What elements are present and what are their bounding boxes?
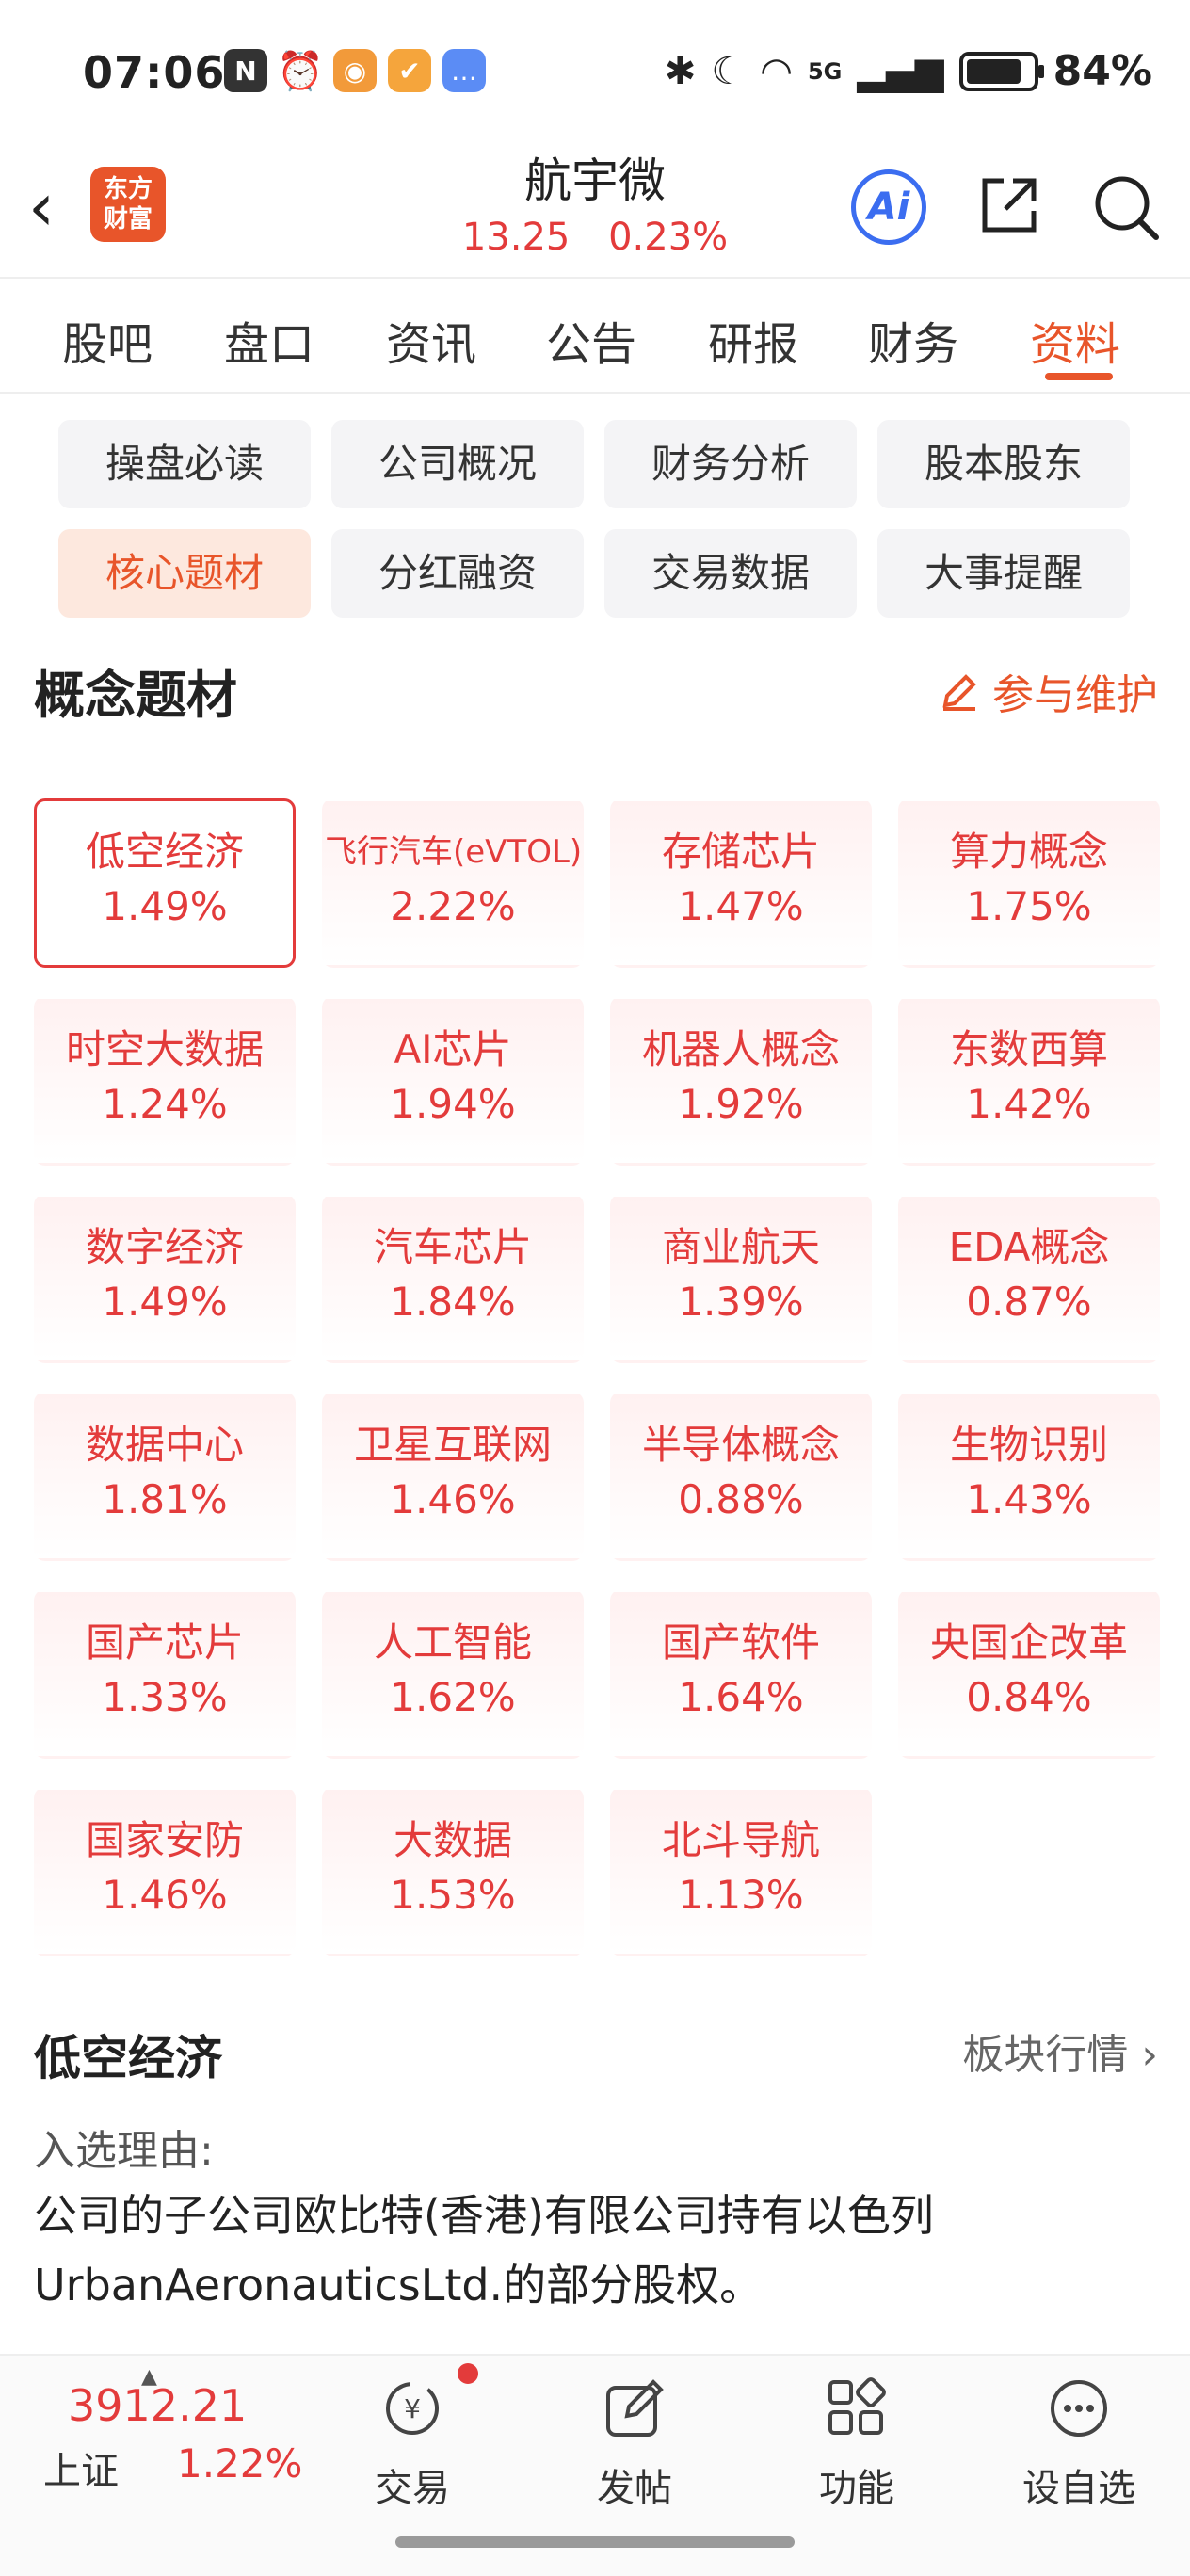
- app-logo[interactable]: 东方 财富: [90, 167, 166, 242]
- main-tabs: 股吧 盘口 资讯 公告 研报 财务 资料: [0, 279, 1190, 394]
- stock-name: 航宇微: [524, 153, 666, 208]
- nav-trade[interactable]: ¥ 交易: [318, 2375, 507, 2512]
- chevron-right-icon: ›: [1141, 2031, 1158, 2079]
- concept-card[interactable]: 卫星互联网 1.46%: [322, 1392, 584, 1561]
- app-header: ‹ 东方 财富 航宇微 13.25 0.23% Ai: [0, 151, 1190, 279]
- concept-card[interactable]: 东数西算 1.42%: [898, 996, 1160, 1166]
- concept-card[interactable]: 国产芯片 1.33%: [34, 1589, 296, 1759]
- svg-text:¥: ¥: [404, 2393, 421, 2424]
- concept-card[interactable]: 飞行汽车(eVTOL) 2.22%: [322, 798, 584, 968]
- maintain-button[interactable]: 参与维护: [938, 661, 1158, 721]
- home-indicator[interactable]: [395, 2536, 795, 2548]
- concept-card[interactable]: 汽车芯片 1.84%: [322, 1194, 584, 1363]
- moon-icon: ☾: [711, 49, 746, 93]
- reason-text: 公司的子公司欧比特(香港)有限公司持有以色列UrbanAeronauticsLt…: [34, 2190, 934, 2310]
- tab-pankou[interactable]: 盘口: [224, 318, 315, 371]
- section-title: 概念题材: [34, 666, 237, 725]
- notification-icons: N ⏰ ◉ ✔ …: [224, 49, 486, 93]
- stock-quote: 13.25 0.23%: [0, 211, 1190, 264]
- tab-announcements[interactable]: 公告: [546, 318, 637, 371]
- app-notification-icon: ◉: [333, 49, 377, 92]
- status-time: 07:06: [83, 47, 226, 98]
- more-icon: [1051, 2380, 1107, 2437]
- tab-guba[interactable]: 股吧: [62, 318, 153, 371]
- ai-assistant-icon[interactable]: Ai: [851, 169, 926, 245]
- selected-concept-title: 低空经济: [34, 2031, 222, 2085]
- index-name: 上证: [43, 2450, 119, 2493]
- shield-notification-icon: ✔: [388, 49, 431, 92]
- concept-card[interactable]: 国产软件 1.64%: [610, 1589, 872, 1759]
- active-tab-indicator: [1045, 373, 1113, 380]
- nav-watchlist[interactable]: 设自选: [985, 2375, 1173, 2512]
- profile-submenu: 操盘必读 公司概况 财务分析 股本股东 核心题材 分红融资 交易数据 大事提醒: [58, 420, 1134, 618]
- tab-finance[interactable]: 财务: [868, 318, 959, 371]
- sector-quote-link[interactable]: 板块行情 ›: [962, 2031, 1158, 2079]
- status-bar: 07:06 N ⏰ ◉ ✔ … ✱ ☾ ◠ 5G ▂▄▆ 84%: [0, 0, 1190, 151]
- tab-news[interactable]: 资讯: [386, 318, 477, 371]
- share-icon[interactable]: [975, 171, 1043, 239]
- submenu-events[interactable]: 大事提醒: [877, 529, 1130, 618]
- nfc-icon: N: [224, 49, 267, 92]
- submenu-shareholders[interactable]: 股本股东: [877, 420, 1130, 508]
- concept-grid: 低空经济 1.49% 飞行汽车(eVTOL) 2.22% 存储芯片 1.47% 算力概…: [34, 798, 1160, 1956]
- submenu-trading-data[interactable]: 交易数据: [604, 529, 857, 618]
- concept-card[interactable]: 时空大数据 1.24%: [34, 996, 296, 1166]
- index-value[interactable]: 3912.21: [68, 2380, 248, 2431]
- submenu-company-overview[interactable]: 公司概况: [331, 420, 584, 508]
- concept-card[interactable]: 数据中心 1.81%: [34, 1392, 296, 1561]
- concept-card[interactable]: 存储芯片 1.47%: [610, 798, 872, 968]
- expand-up-icon[interactable]: ▲: [141, 2365, 157, 2389]
- concept-card[interactable]: 北斗导航 1.13%: [610, 1787, 872, 1956]
- concept-card[interactable]: 机器人概念 1.92%: [610, 996, 872, 1166]
- bottom-bar: ▲ 3912.21 上证 1.22% ¥ 交易 发帖 功能: [0, 2354, 1190, 2576]
- concept-card[interactable]: 低空经济 1.49%: [34, 798, 296, 968]
- submenu-core-themes[interactable]: 核心题材: [58, 529, 311, 618]
- notification-dot: [458, 2363, 478, 2384]
- concept-card[interactable]: 国家安防 1.46%: [34, 1787, 296, 1956]
- compose-icon: [606, 2379, 664, 2437]
- index-change: 1.22%: [177, 2440, 303, 2487]
- nav-post[interactable]: 发帖: [540, 2375, 729, 2512]
- submenu-trading-guide[interactable]: 操盘必读: [58, 420, 311, 508]
- concept-card[interactable]: 生物识别 1.43%: [898, 1392, 1160, 1561]
- stock-price: 13.25: [461, 216, 571, 259]
- system-icons: ✱ ☾ ◠ 5G ▂▄▆ 84%: [665, 47, 1152, 95]
- concept-card[interactable]: 算力概念 1.75%: [898, 798, 1160, 968]
- trade-icon: ¥: [386, 2382, 439, 2435]
- reason-label: 入选理由:: [34, 2127, 214, 2175]
- wifi-icon: ◠: [760, 49, 793, 93]
- nav-functions[interactable]: 功能: [763, 2375, 951, 2512]
- concept-card[interactable]: AI芯片 1.94%: [322, 996, 584, 1166]
- submenu-financial-analysis[interactable]: 财务分析: [604, 420, 857, 508]
- tab-research[interactable]: 研报: [708, 318, 799, 371]
- signal-icon: ▂▄▆: [857, 49, 944, 93]
- search-icon[interactable]: [1090, 171, 1162, 243]
- back-icon[interactable]: ‹: [28, 169, 55, 246]
- network-type: 5G: [807, 57, 843, 85]
- concept-card[interactable]: 央国企改革 0.84%: [898, 1589, 1160, 1759]
- battery-percent: 84%: [1053, 47, 1152, 95]
- stock-change: 0.23%: [608, 216, 729, 259]
- maintain-label: 参与维护: [992, 671, 1158, 719]
- submenu-dividends[interactable]: 分红融资: [331, 529, 584, 618]
- edit-icon: [942, 674, 976, 711]
- concept-card[interactable]: 人工智能 1.62%: [322, 1589, 584, 1759]
- concept-card[interactable]: 数字经济 1.49%: [34, 1194, 296, 1363]
- concept-card[interactable]: EDA概念 0.87%: [898, 1194, 1160, 1363]
- tab-profile[interactable]: 资料: [1030, 318, 1121, 371]
- message-icon: …: [442, 49, 486, 92]
- concept-card[interactable]: 大数据 1.53%: [322, 1787, 584, 1956]
- battery-icon: [958, 51, 1044, 91]
- alarm-icon: ⏰: [277, 49, 324, 93]
- bluetooth-icon: ✱: [664, 49, 697, 93]
- concept-card[interactable]: 半导体概念 0.88%: [610, 1392, 872, 1561]
- grid-icon: [828, 2377, 886, 2435]
- concept-card[interactable]: 商业航天 1.39%: [610, 1194, 872, 1363]
